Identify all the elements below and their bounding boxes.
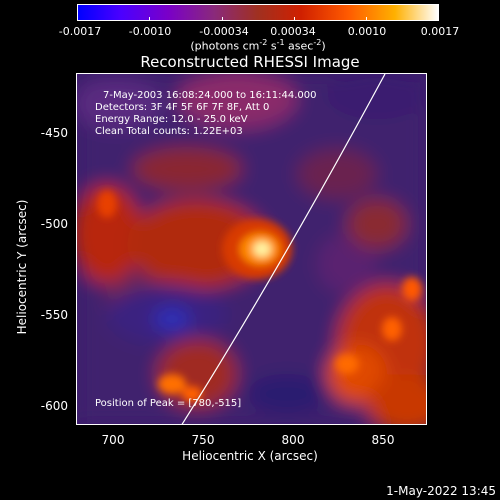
colorbar-tick-label: -0.0017 [58, 25, 102, 38]
colorbar-tickmark [222, 17, 223, 21]
rhessi-image [77, 74, 426, 424]
colorbar-tick-label: 0.00034 [270, 25, 316, 38]
colorbar-tickmark [294, 17, 295, 21]
info-time: 7-May-2003 16:08:24.000 to 16:11:44.000 [103, 90, 317, 101]
info-clean: Clean Total counts: 1.22E+03 [95, 126, 243, 137]
info-detectors: Detectors: 3F 4F 5F 6F 7F 8F, Att 0 [95, 102, 270, 113]
colorbar-tickmark [77, 17, 78, 21]
colorbar-tick-label: -0.00034 [199, 25, 249, 38]
x-tick-label: 800 [281, 433, 305, 447]
y-tick-label: -500 [40, 217, 68, 231]
colorbar-tickmark [438, 17, 439, 21]
colorbar-tick-label: 0.0017 [420, 25, 460, 38]
y-tick-label: -450 [40, 126, 68, 140]
x-tick-label: 700 [101, 433, 125, 447]
x-tick-label: 850 [371, 433, 395, 447]
colorbar-tick-label: -0.0010 [128, 25, 172, 38]
colorbar-tickmark [149, 17, 150, 21]
x-tick-label: 750 [191, 433, 215, 447]
image-title: Reconstructed RHESSI Image [140, 53, 360, 71]
colorbar [77, 4, 439, 21]
info-energy: Energy Range: 12.0 - 25.0 keV [95, 114, 248, 125]
y-tick-label: -550 [40, 308, 68, 322]
y-tick-label: -600 [40, 399, 68, 413]
x-axis-label: Heliocentric X (arcsec) [182, 449, 318, 463]
y-axis-label: Heliocentric Y (arcsec) [15, 199, 29, 335]
solar-limb-line [181, 74, 386, 424]
colorbar-tickmark [366, 17, 367, 21]
info-peak-position: Position of Peak = [780,-515] [95, 398, 242, 409]
timestamp: 1-May-2022 13:45 [386, 484, 496, 498]
colorbar-units: (photons cm-2 s-1 asec-2) [190, 38, 326, 53]
rhessi-image-plot [76, 73, 427, 425]
colorbar-tick-label: 0.0010 [347, 25, 387, 38]
